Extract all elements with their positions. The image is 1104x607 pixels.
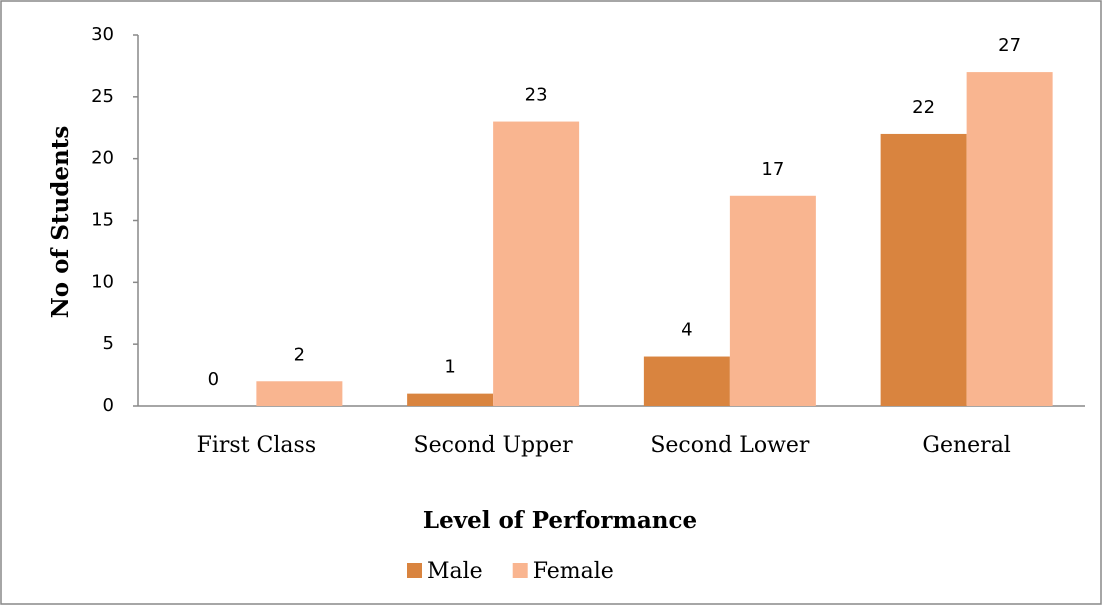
bar xyxy=(493,121,580,407)
data-label: 2 xyxy=(294,344,305,365)
x-axis-title: Level of Performance xyxy=(423,507,697,534)
legend-label: Male xyxy=(427,559,483,584)
bar xyxy=(880,133,967,406)
y-tick-label: 10 xyxy=(91,271,114,292)
x-tick-label: Second Lower xyxy=(650,433,810,458)
data-label: 22 xyxy=(912,97,935,118)
bar xyxy=(729,195,816,406)
x-tick-label: General xyxy=(922,433,1010,458)
bar xyxy=(256,381,343,406)
data-label: 0 xyxy=(208,369,219,390)
y-tick-label: 30 xyxy=(91,24,114,45)
bar xyxy=(407,393,494,406)
y-tick-label: 5 xyxy=(103,333,114,354)
bar xyxy=(643,356,730,406)
data-label: 1 xyxy=(444,357,455,378)
data-label: 23 xyxy=(525,85,548,106)
data-label: 17 xyxy=(761,159,784,180)
legend-swatch xyxy=(407,563,422,578)
data-label: 27 xyxy=(998,35,1021,56)
y-tick-label: 15 xyxy=(91,210,114,231)
y-tick-label: 20 xyxy=(91,148,114,169)
data-label: 4 xyxy=(681,320,692,341)
legend-swatch xyxy=(512,563,528,578)
legend-label: Female xyxy=(533,559,614,584)
y-tick-label: 25 xyxy=(91,86,114,107)
y-tick-label: 0 xyxy=(103,395,114,416)
x-tick-label: Second Upper xyxy=(414,433,574,458)
bar xyxy=(966,72,1053,406)
x-tick-label: First Class xyxy=(197,433,317,458)
y-axis-title: No of Students xyxy=(47,126,74,319)
